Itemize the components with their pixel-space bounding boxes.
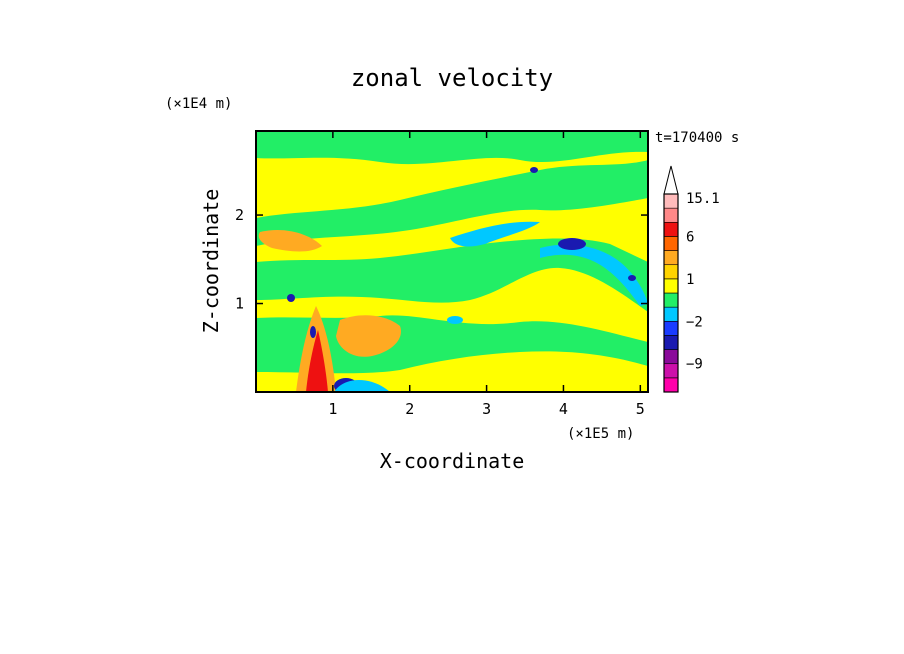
x-tick-label: 1 bbox=[328, 400, 337, 418]
y-unit-label: (×1E4 m) bbox=[165, 96, 232, 112]
contour-blue-spot-source bbox=[310, 326, 316, 338]
contour-blue-core-right bbox=[558, 238, 586, 250]
contour-cyan-streak-right bbox=[540, 244, 648, 306]
contour-blue-core-edge bbox=[628, 275, 636, 281]
contour-green-band-mid bbox=[256, 238, 648, 312]
colorbar-label: 6 bbox=[686, 229, 694, 245]
colorbar-label: −2 bbox=[686, 314, 703, 330]
colorbar-swatch bbox=[663, 207, 679, 223]
colorbar-max-triangle bbox=[663, 165, 679, 195]
contour-red-source bbox=[306, 330, 328, 392]
x-tick-label: 4 bbox=[559, 400, 568, 418]
colorbar-swatch bbox=[663, 320, 679, 336]
x-axis: 1 2 3 4 5 bbox=[328, 131, 645, 418]
plot-frame bbox=[255, 130, 649, 393]
contour-orange-patch-mid bbox=[336, 315, 401, 357]
colorbar-swatch bbox=[663, 363, 679, 379]
x-axis-label: X-coordinate bbox=[380, 449, 525, 473]
colorbar-swatch bbox=[663, 292, 679, 308]
colorbar-label: −9 bbox=[686, 357, 703, 373]
contour-green-band-upper bbox=[256, 160, 648, 246]
y-axis-label: Z-coordinate bbox=[199, 189, 223, 334]
contour-cyan-base bbox=[334, 380, 390, 392]
colorbar-swatch bbox=[663, 264, 679, 280]
x-unit-label: (×1E5 m) bbox=[567, 426, 634, 442]
colorbar-swatch bbox=[663, 278, 679, 294]
y-tick-label: 1 bbox=[235, 295, 244, 313]
contour-field bbox=[256, 131, 648, 392]
colorbar-swatch bbox=[663, 377, 679, 393]
contour-blue-core-top bbox=[530, 167, 538, 173]
y-axis: 12 bbox=[235, 206, 648, 313]
colorbar-swatch bbox=[663, 349, 679, 365]
chart-title: zonal velocity bbox=[351, 64, 553, 92]
x-tick-label: 5 bbox=[636, 400, 645, 418]
colorbar-swatch bbox=[663, 236, 679, 251]
time-label: t=170400 s bbox=[655, 130, 739, 146]
colorbar: 15.1 6 1 −2 −9 bbox=[663, 165, 720, 393]
colorbar-swatch bbox=[663, 250, 679, 266]
colorbar-swatch bbox=[663, 335, 679, 350]
x-tick-label: 3 bbox=[482, 400, 491, 418]
colorbar-swatch bbox=[663, 306, 679, 322]
contour-green-band-top bbox=[256, 131, 648, 165]
contour-blue-spot-left bbox=[287, 294, 295, 302]
colorbar-swatch bbox=[663, 193, 679, 209]
y-tick-label: 2 bbox=[235, 206, 244, 224]
colorbar-label: 15.1 bbox=[686, 191, 720, 207]
colorbar-frame bbox=[663, 193, 679, 393]
contour-cyan-spot bbox=[447, 316, 463, 324]
contour-cyan-streak-upper bbox=[450, 221, 540, 247]
colorbar-swatch bbox=[663, 221, 679, 237]
x-tick-label: 2 bbox=[405, 400, 414, 418]
colorbar-label: 1 bbox=[686, 272, 694, 288]
contour-orange-patch-left bbox=[258, 229, 322, 252]
